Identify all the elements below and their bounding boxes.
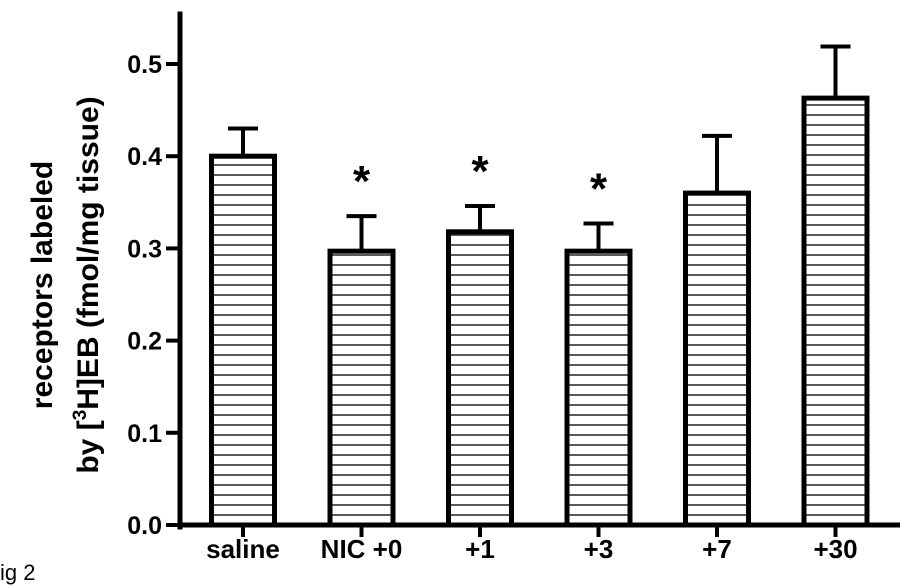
y-tick-label: 0.3 [127,235,162,263]
y-axis-title-line1: receptors labeled [26,161,59,409]
bar [564,248,633,528]
plot-area: 0.0 0.1 0.2 0.3 0.4 0.5 saline NIC +0 * +1 * +3 * +7 +… [127,11,900,560]
y-axis-title-prefix: by [ [72,420,105,473]
x-tick-label: +7 [702,534,732,560]
significance-marker: * [353,157,371,206]
x-tick-label: NIC +0 [321,534,403,560]
y-axis-title-suffix: H]EB (fmol/mg tissue) [72,96,105,409]
y-tick-label: 0.4 [127,143,162,171]
x-tick-label: +30 [813,534,857,560]
bar [209,153,277,528]
x-tick-label: +1 [465,534,495,560]
bar-chart: receptors labeled by [3H]EB (fmol/mg tis… [26,11,900,560]
bar [683,190,751,528]
y-axis-title-line2: by [3H]EB (fmol/mg tissue) [70,96,105,473]
y-tick-label: 0.2 [127,328,162,356]
bar [327,248,396,528]
x-tick-label: +3 [584,534,614,560]
y-tick-label: 0.0 [127,512,162,540]
bar [801,95,870,528]
significance-marker: * [590,165,608,214]
y-tick-label: 0.5 [127,51,162,79]
x-tick-label: saline [206,534,280,560]
y-tick-label: 0.1 [127,420,162,448]
y-axis-title-superscript: 3 [70,410,91,421]
significance-marker: * [471,147,489,196]
bar [446,229,514,528]
figure-caption: ig 2 [0,560,36,585]
